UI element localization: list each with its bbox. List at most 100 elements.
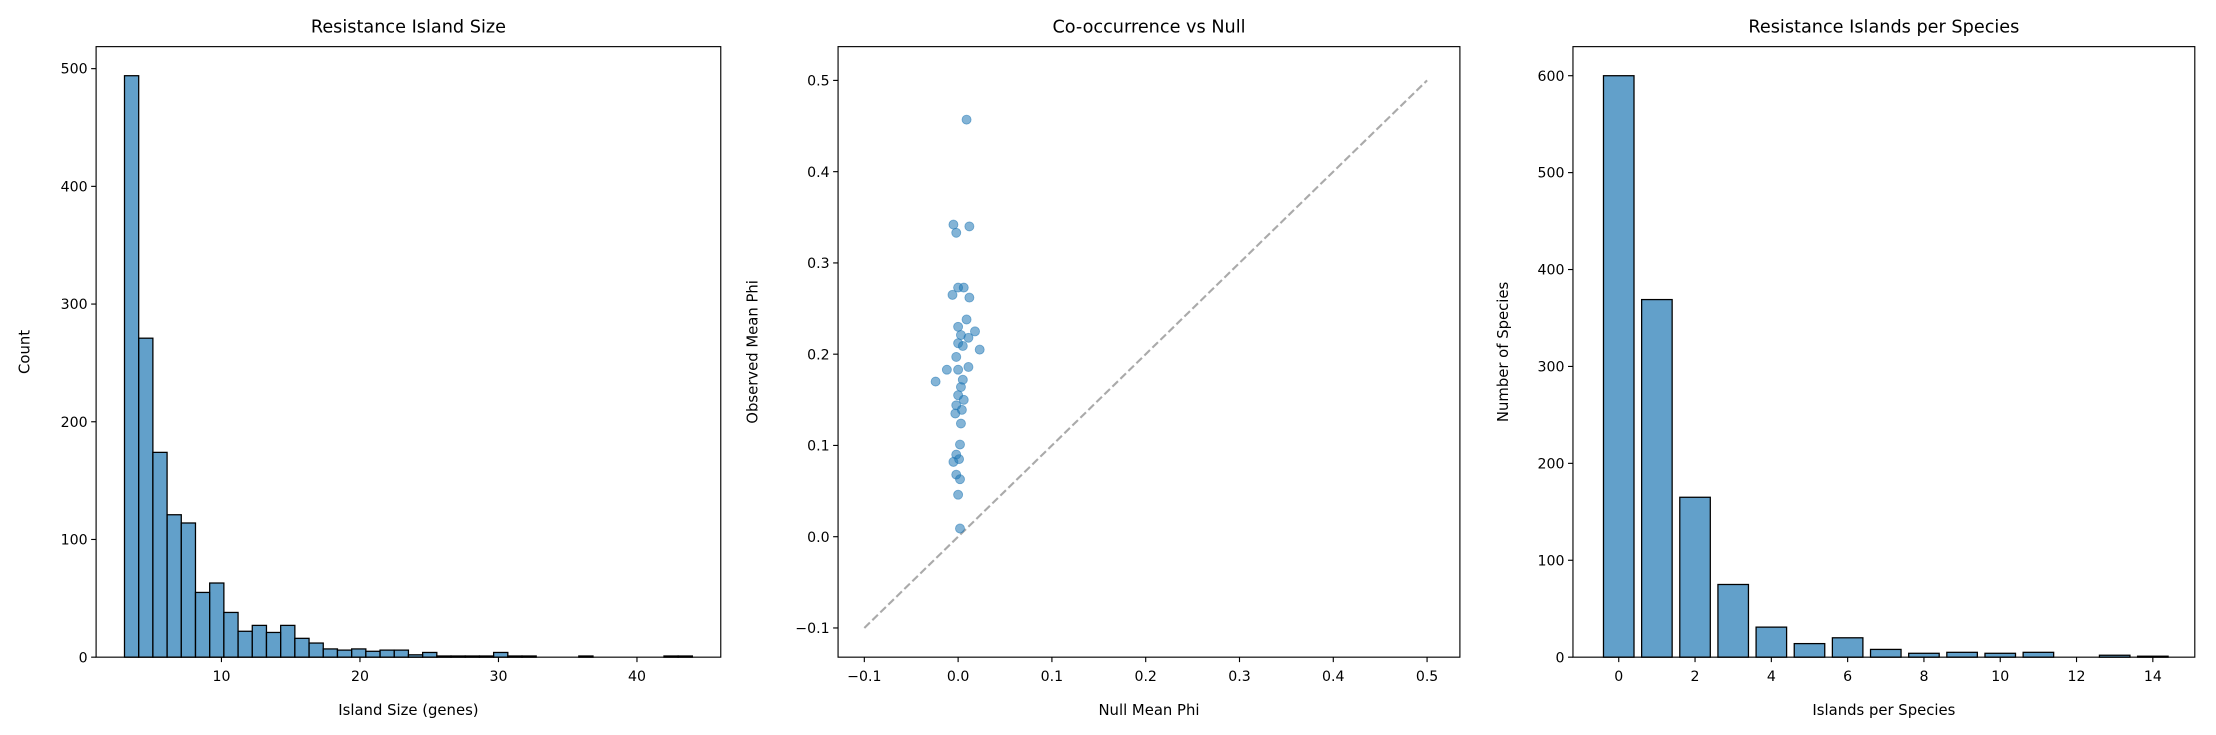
scatter-point — [953, 364, 964, 375]
y-tick-label: 500 — [61, 62, 88, 78]
scatter-point — [974, 344, 985, 355]
reference-line — [863, 79, 1428, 629]
bar — [1908, 652, 1940, 658]
x-tick-label: 30 — [489, 669, 507, 685]
histogram-bar — [223, 611, 239, 658]
x-tick-label: 14 — [2144, 669, 2162, 685]
scatter-point — [964, 221, 975, 232]
axes-frame — [837, 46, 1461, 658]
y-tick-label: 100 — [1538, 553, 1565, 569]
histogram-bar — [180, 522, 197, 658]
bar — [2022, 651, 2055, 658]
scatter-point — [955, 418, 966, 429]
bar — [1679, 496, 1711, 658]
y-tick-label: 500 — [1538, 166, 1565, 182]
x-tick-label: 10 — [1991, 669, 2009, 685]
scatter-point — [961, 114, 972, 125]
scatter-point — [964, 292, 975, 303]
y-tick-label: 300 — [61, 297, 88, 313]
x-tick-label: −0.1 — [847, 669, 881, 685]
bar — [1793, 642, 1826, 658]
scatter-point — [951, 227, 962, 238]
y-tick-label: 0.4 — [807, 165, 829, 181]
scatter-point — [957, 341, 968, 351]
y-tick-label: 600 — [1538, 69, 1565, 85]
scatter-point — [930, 376, 941, 387]
scatter-point — [963, 362, 974, 372]
x-axis-label: Null Mean Phi — [1098, 702, 1199, 719]
scatter-point — [958, 394, 969, 405]
scatter-point — [958, 282, 969, 293]
x-tick-label: 40 — [628, 669, 646, 685]
scatter-point — [951, 351, 962, 362]
histogram-bar — [322, 648, 339, 658]
y-tick-label: 400 — [61, 179, 88, 195]
y-tick-label: 300 — [1538, 360, 1565, 376]
scatter-point — [947, 289, 958, 300]
x-tick-label: 8 — [1919, 669, 1928, 685]
y-tick-label: 0 — [1555, 650, 1564, 666]
y-tick-label: −0.1 — [795, 621, 829, 637]
x-tick-label: 0.5 — [1416, 669, 1438, 685]
scatter-point — [955, 439, 965, 450]
x-tick-label: 2 — [1691, 669, 1700, 685]
histogram-bar — [351, 648, 367, 658]
bar — [1640, 298, 1673, 658]
y-tick-label: 0.1 — [807, 439, 829, 455]
histogram-bar — [421, 651, 438, 658]
y-axis-label: Count — [17, 330, 34, 374]
y-tick-label: 200 — [61, 415, 88, 431]
scatter-point — [955, 523, 965, 534]
x-tick-label: 0.4 — [1322, 669, 1344, 685]
histogram-bar — [209, 582, 225, 658]
histogram-bar — [336, 649, 353, 658]
histogram-bar — [152, 451, 168, 658]
y-tick-label: 100 — [61, 533, 88, 549]
scatter-point — [955, 474, 965, 485]
x-tick-label: 4 — [1767, 669, 1776, 685]
histogram-bar — [251, 624, 268, 658]
histogram-bar — [237, 630, 253, 658]
histogram-bar — [393, 649, 410, 658]
scatter-point — [961, 314, 972, 325]
histogram-bar — [194, 591, 211, 658]
chart-title: Resistance Island Size — [311, 18, 506, 38]
y-tick-label: 0.2 — [807, 347, 829, 363]
histogram-bar — [166, 514, 182, 658]
x-tick-label: 12 — [2068, 669, 2086, 685]
x-tick-label: 0.2 — [1134, 669, 1156, 685]
histogram-bar — [280, 624, 296, 658]
scatter-point — [953, 321, 964, 332]
scatter-point — [955, 382, 966, 392]
x-axis-label: Islands per Species — [1812, 702, 1955, 719]
y-tick-label: 400 — [1538, 263, 1565, 279]
axes-frame — [1572, 46, 2196, 658]
y-tick-label: 0 — [79, 650, 88, 666]
bar — [1869, 648, 1902, 658]
bar — [1755, 626, 1788, 658]
y-tick-label: 0.0 — [807, 530, 829, 546]
x-axis-label: Island Size (genes) — [338, 702, 478, 719]
scatter-point — [948, 219, 959, 230]
histogram-bar — [294, 637, 310, 658]
x-tick-label: 0.1 — [1041, 669, 1063, 685]
chart-title: Co-occurrence vs Null — [1052, 18, 1245, 38]
chart-title: Resistance Islands per Species — [1748, 18, 2019, 38]
bar — [1984, 652, 2017, 658]
scatter-point — [963, 332, 974, 343]
x-tick-label: 0 — [1614, 669, 1623, 685]
y-tick-label: 0.5 — [807, 73, 829, 89]
x-tick-label: 0.3 — [1228, 669, 1250, 685]
x-tick-label: 0.0 — [947, 669, 969, 685]
y-tick-label: 200 — [1538, 456, 1565, 472]
bar — [1831, 637, 1864, 658]
y-axis-label: Observed Mean Phi — [745, 280, 762, 424]
histogram-bar — [492, 651, 509, 658]
histogram-bar — [138, 337, 154, 658]
scatter-point — [970, 326, 980, 337]
y-axis-label: Number of Species — [1495, 282, 1512, 422]
histogram-bar — [365, 650, 381, 658]
x-tick-label: 6 — [1843, 669, 1852, 685]
